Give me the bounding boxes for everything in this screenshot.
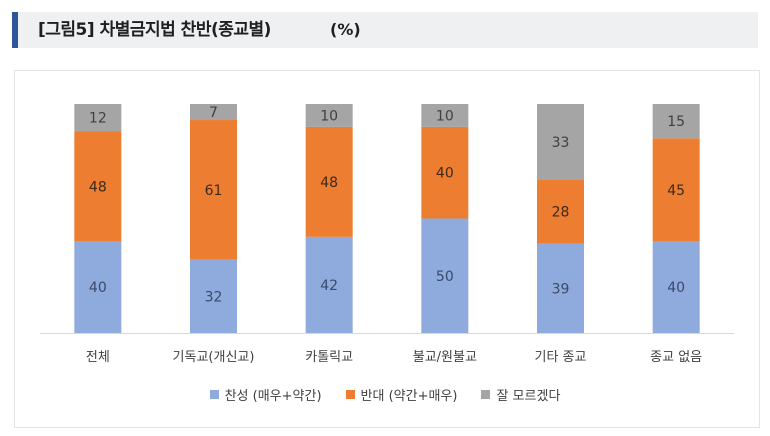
data-label-unsure: 12 bbox=[89, 111, 107, 127]
bar-segment-unsure bbox=[190, 104, 237, 121]
data-label-unsure: 7 bbox=[209, 105, 218, 121]
data-label-oppose: 61 bbox=[205, 183, 223, 199]
bar-segment-unsure bbox=[652, 104, 700, 139]
bar-segment-unsure bbox=[74, 104, 122, 132]
data-label-support: 42 bbox=[320, 278, 338, 294]
bar-segment-support bbox=[305, 236, 353, 333]
legend-label-oppose: 반대 (약간+매우) bbox=[360, 388, 458, 404]
data-label-unsure: 10 bbox=[320, 108, 338, 124]
data-label-support: 32 bbox=[205, 289, 223, 305]
x-tick-label: 불교/원불교 bbox=[413, 350, 477, 365]
data-label-support: 39 bbox=[552, 281, 570, 297]
legend-item-unsure: 잘 모르겠다 bbox=[481, 385, 560, 404]
bar-segment-support bbox=[652, 241, 700, 333]
bar-segment-support bbox=[74, 241, 122, 333]
x-tick-label: 전체 bbox=[86, 350, 110, 365]
bar-segment-oppose bbox=[305, 126, 353, 237]
legend-swatch-unsure bbox=[481, 389, 491, 399]
legend-swatch-oppose bbox=[345, 389, 355, 399]
x-tick-label: 기타 종교 bbox=[535, 350, 587, 365]
bar-segment-oppose bbox=[537, 179, 584, 244]
legend-label-support: 찬성 (매우+약간) bbox=[224, 388, 322, 404]
bar-segment-oppose bbox=[190, 120, 237, 260]
bar-segment-support bbox=[537, 243, 584, 333]
data-label-unsure: 10 bbox=[436, 108, 454, 124]
legend-label-unsure: 잘 모르겠다 bbox=[496, 388, 561, 404]
data-label-oppose: 40 bbox=[436, 166, 454, 182]
x-tick-label: 종교 없음 bbox=[650, 350, 702, 365]
bar-segment-oppose bbox=[652, 138, 700, 242]
chart-legend: 찬성 (매우+약간) 반대 (약간+매우) 잘 모르겠다 bbox=[0, 383, 770, 405]
header-accent-bar bbox=[12, 12, 18, 48]
chart-panel bbox=[14, 70, 760, 428]
chart-unit: (%) bbox=[330, 20, 361, 39]
data-label-support: 50 bbox=[436, 269, 454, 285]
data-label-unsure: 15 bbox=[667, 114, 685, 130]
legend-swatch-support bbox=[209, 389, 219, 399]
bar-segment-unsure bbox=[421, 104, 469, 127]
data-label-oppose: 28 bbox=[552, 205, 570, 221]
bar-segment-oppose bbox=[74, 131, 122, 242]
bar-segment-unsure bbox=[305, 104, 353, 127]
legend-item-oppose: 반대 (약간+매우) bbox=[345, 385, 458, 404]
bar-segment-support bbox=[190, 259, 237, 333]
data-label-oppose: 45 bbox=[667, 183, 685, 199]
data-label-support: 40 bbox=[89, 280, 107, 296]
data-label-oppose: 48 bbox=[320, 175, 338, 191]
x-tick-label: 카톨릭교 bbox=[305, 350, 353, 365]
x-tick-label: 기독교(개신교) bbox=[173, 350, 255, 365]
data-label-unsure: 33 bbox=[552, 135, 570, 151]
bar-segment-unsure bbox=[537, 104, 584, 180]
data-label-oppose: 48 bbox=[89, 179, 107, 195]
chart-header: [그림5] 차별금지법 찬반(종교별) (%) bbox=[12, 12, 758, 48]
legend-item-support: 찬성 (매우+약간) bbox=[209, 385, 322, 404]
bar-segment-support bbox=[421, 218, 469, 333]
bar-segment-oppose bbox=[421, 126, 469, 219]
chart-title: [그림5] 차별금지법 찬반(종교별) bbox=[38, 20, 271, 40]
data-label-support: 40 bbox=[667, 280, 685, 296]
